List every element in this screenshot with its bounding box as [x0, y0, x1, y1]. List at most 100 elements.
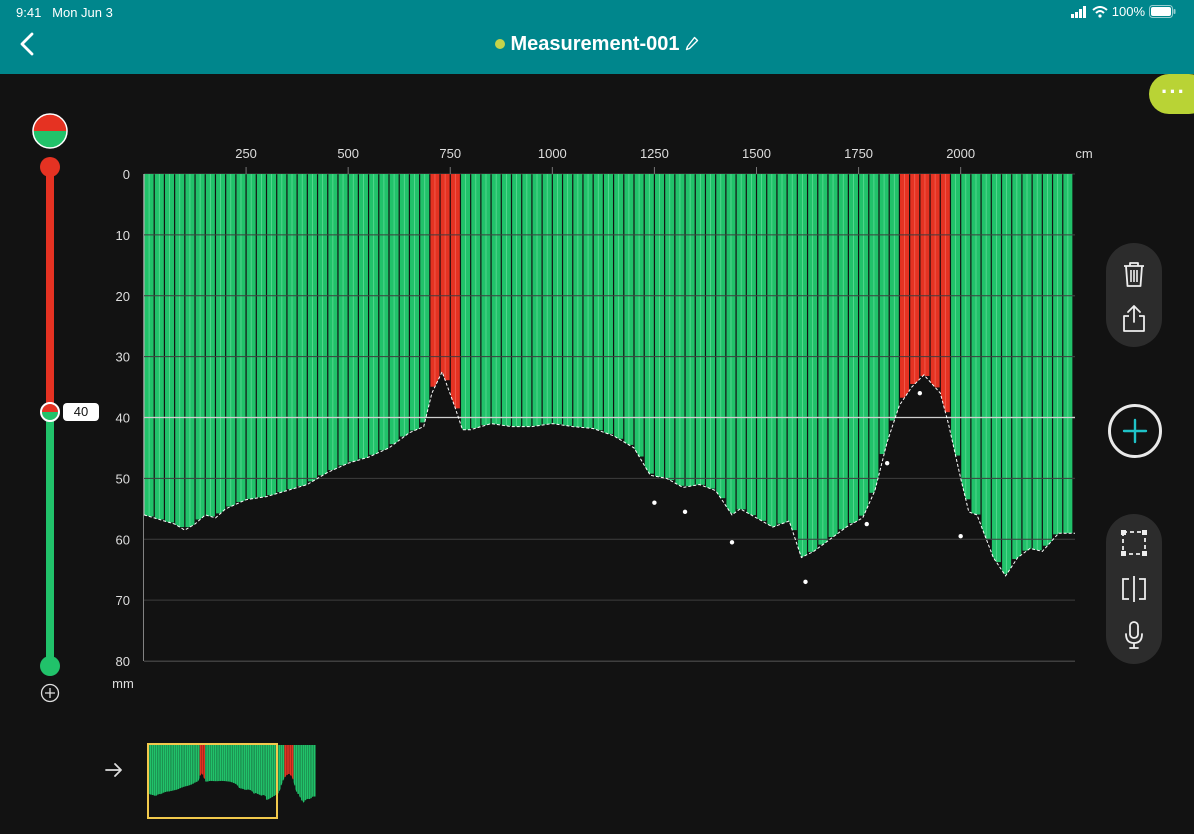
slider-thumb[interactable]	[40, 402, 60, 422]
minimap-bar	[304, 745, 307, 801]
measurement-dot	[729, 540, 735, 545]
minimap-bar	[192, 745, 194, 784]
minimap-bar	[262, 745, 264, 796]
minimap-bar	[313, 745, 316, 797]
minimap-bar	[297, 745, 299, 794]
slider-track-upper	[46, 167, 54, 412]
add-button[interactable]	[1108, 404, 1162, 458]
minimap-bar	[249, 745, 252, 791]
minimap-bar	[172, 745, 174, 791]
minimap-bar	[149, 745, 152, 795]
minimap-bar	[266, 745, 268, 801]
minimap-bar	[196, 745, 198, 782]
x-tick-label: 250	[235, 146, 257, 161]
pencil-icon[interactable]	[685, 36, 699, 52]
minimap-bar	[231, 745, 233, 783]
minimap-bar	[242, 745, 244, 789]
measurement-dot	[864, 521, 869, 527]
minimap-bar	[155, 745, 158, 796]
signal-icon	[1070, 5, 1086, 18]
measurement-dot	[803, 579, 808, 585]
minimap-bar	[308, 745, 310, 800]
minimap-bar	[161, 745, 163, 794]
delete-button[interactable]	[1118, 258, 1150, 290]
measurement-dot	[917, 390, 923, 396]
minimap-bar	[214, 745, 217, 782]
minimap-bar	[247, 745, 250, 790]
minimap-bar	[293, 745, 296, 786]
minimap-bar	[238, 745, 240, 789]
minimap-bar	[216, 745, 218, 782]
minimap-bar	[280, 745, 283, 786]
axis-ticks: 0 10 20 30 40 50 60 70 80 250 500 750 1000 1250 1500 17…	[116, 146, 976, 669]
status-date: Mon Jun 3	[52, 5, 113, 20]
y-tick-label: 60	[116, 532, 130, 547]
minimap-bar	[291, 745, 294, 780]
threshold-slider[interactable]	[20, 110, 80, 710]
status-time: 9:41	[16, 5, 42, 20]
more-options-button[interactable]: ···	[1149, 74, 1194, 114]
x-tick-label: 1500	[742, 146, 771, 161]
slider-bottom-handle[interactable]	[40, 656, 60, 676]
share-button[interactable]	[1118, 302, 1150, 334]
chevron-left-icon	[20, 32, 34, 56]
minimap-bar	[188, 745, 191, 786]
minimap-bar	[254, 745, 257, 794]
y-tick-label: 50	[116, 471, 130, 486]
title-area[interactable]: Measurement-001	[0, 30, 1194, 58]
minimap-bar	[253, 745, 255, 794]
back-button[interactable]	[14, 30, 40, 58]
y-tick-label: 0	[123, 167, 130, 182]
measurement-dot	[682, 509, 688, 515]
minimap-bar	[186, 745, 189, 786]
minimap-bar	[173, 745, 176, 791]
minimap-bar	[159, 745, 161, 795]
minimap-bar	[162, 745, 165, 793]
minimap-bar	[179, 745, 182, 789]
minimap-bar	[289, 745, 292, 776]
add-threshold-icon[interactable]	[40, 683, 60, 703]
minimap-bar	[302, 745, 305, 803]
minimap-bar	[227, 745, 229, 782]
minimap-bar	[282, 745, 285, 781]
voice-note-button[interactable]	[1118, 619, 1150, 651]
minimap-bar	[153, 745, 156, 796]
toolbar-view-group	[1106, 514, 1162, 664]
minimap-bar	[240, 745, 242, 789]
selection-frame-icon	[1121, 530, 1147, 556]
minimap[interactable]	[145, 741, 321, 823]
slider-top-handle[interactable]	[40, 157, 60, 177]
minimap-bar	[286, 745, 288, 776]
toolbar-edit-group	[1106, 243, 1162, 347]
x-axis-unit: cm	[1075, 146, 1092, 161]
minimap-bar	[301, 745, 303, 801]
trash-icon	[1124, 262, 1144, 287]
minimap-bar	[166, 745, 169, 792]
minimap-viewport[interactable]	[147, 743, 278, 819]
minimap-bar	[273, 745, 275, 797]
minimap-bar	[184, 745, 187, 787]
app-header: 9:41 Mon Jun 3 100% Measurement-001	[0, 0, 1194, 74]
minimap-bar	[245, 745, 248, 790]
select-region-button[interactable]	[1118, 527, 1150, 559]
profile-line	[143, 370, 1075, 577]
minimap-bar	[234, 745, 237, 784]
minimap-bar	[208, 745, 211, 782]
x-tick-label: 1250	[640, 146, 669, 161]
minimap-bar	[312, 745, 314, 797]
split-view-icon	[1122, 576, 1146, 602]
minimap-bar	[221, 745, 224, 781]
measurement-dot	[958, 534, 963, 539]
battery-icon	[1149, 5, 1176, 18]
minimap-bar	[177, 745, 180, 790]
minimap-bar	[219, 745, 222, 781]
y-axis-unit: mm	[112, 676, 134, 691]
page-title[interactable]: Measurement-001	[510, 32, 680, 55]
minimap-bar	[218, 745, 220, 782]
split-view-button[interactable]	[1118, 573, 1150, 605]
share-icon	[1123, 305, 1145, 332]
minimap-bar	[151, 745, 154, 796]
slider-track-lower	[46, 412, 54, 666]
minimap-bar	[288, 745, 290, 775]
